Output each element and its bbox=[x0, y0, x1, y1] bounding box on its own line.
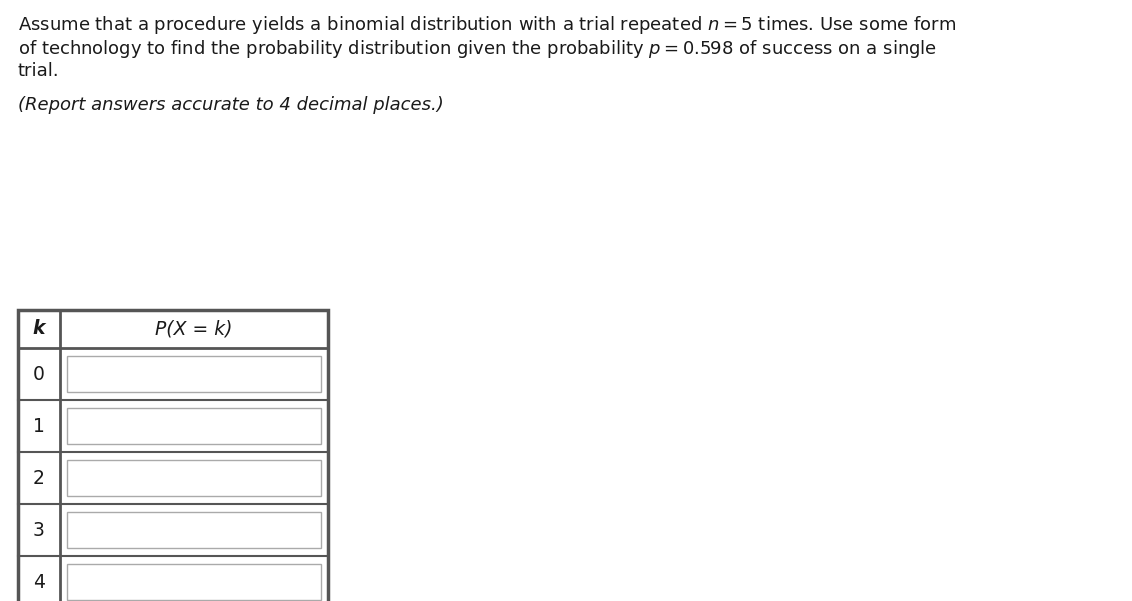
Text: k: k bbox=[33, 320, 45, 338]
Text: 1: 1 bbox=[33, 416, 45, 436]
Text: trial.: trial. bbox=[18, 62, 60, 80]
Text: (Report answers accurate to 4 decimal places.): (Report answers accurate to 4 decimal pl… bbox=[18, 96, 444, 114]
Text: 3: 3 bbox=[33, 520, 45, 540]
Text: of technology to find the probability distribution given the probability $p = 0.: of technology to find the probability di… bbox=[18, 38, 937, 60]
Text: 2: 2 bbox=[33, 469, 45, 487]
Text: P(X = k): P(X = k) bbox=[155, 320, 233, 338]
Text: 0: 0 bbox=[33, 364, 45, 383]
Text: 4: 4 bbox=[33, 573, 45, 591]
Text: Assume that a procedure yields a binomial distribution with a trial repeated $n : Assume that a procedure yields a binomia… bbox=[18, 14, 957, 36]
